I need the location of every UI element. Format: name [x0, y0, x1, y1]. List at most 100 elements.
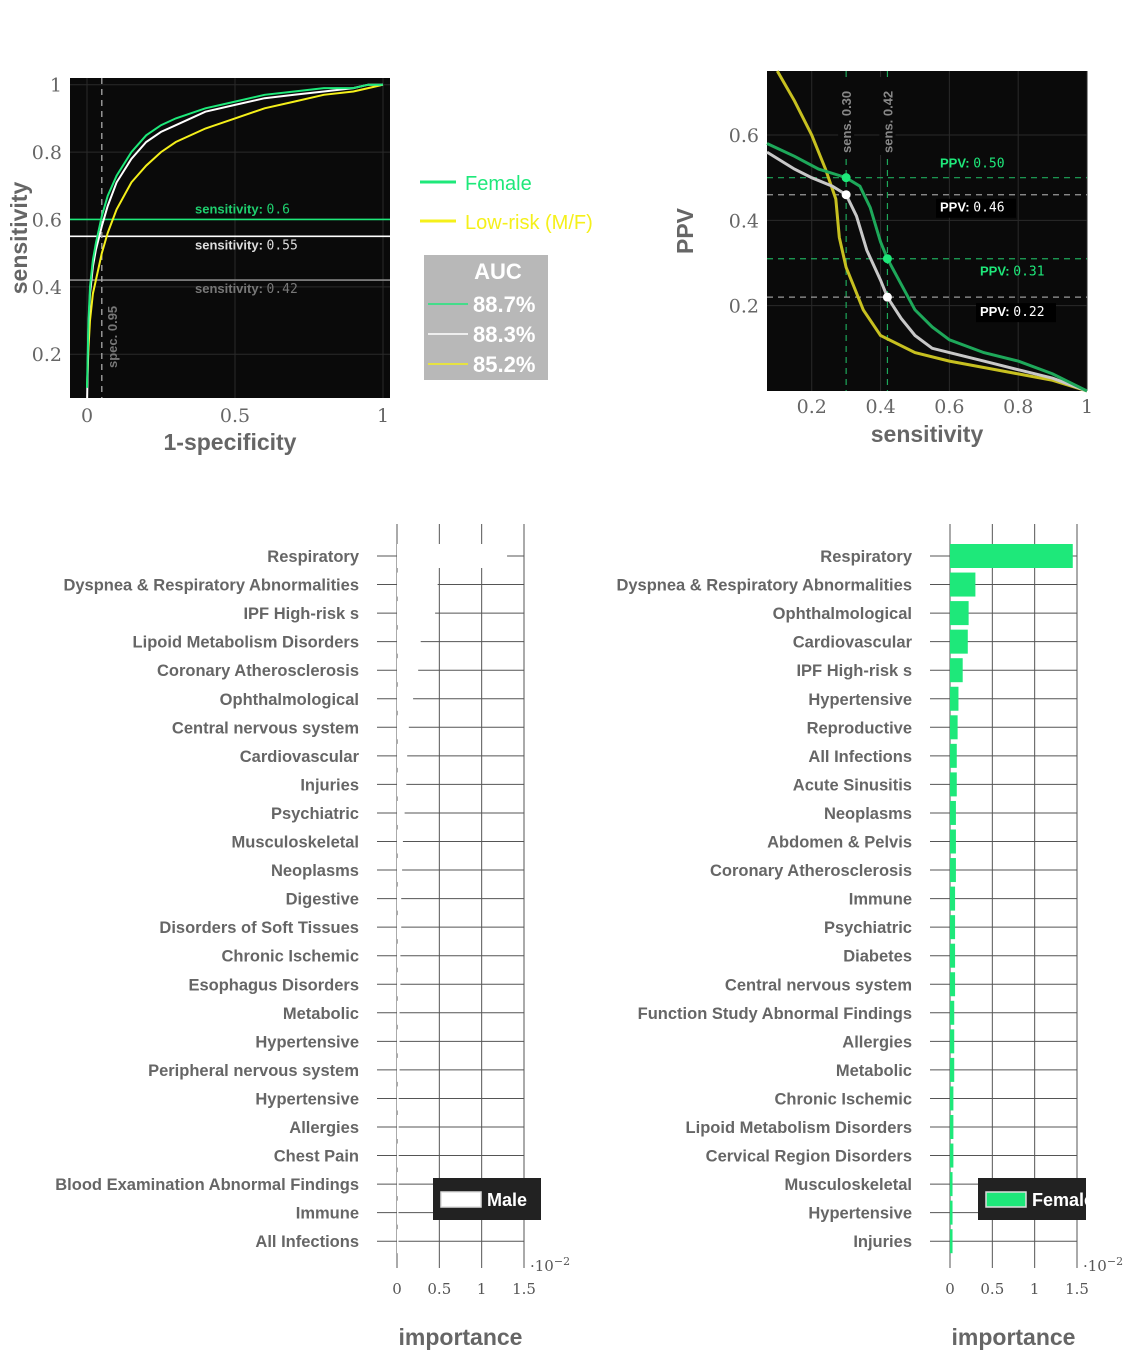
bar — [950, 1000, 955, 1025]
bar-legend-label: Male — [487, 1190, 527, 1210]
ppv-sens-label-bg — [838, 77, 855, 155]
female-importance-chart: 0 0.5 1 1.5 ·10−2 Respiratory Dyspnea & Respir… — [616, 524, 1123, 1350]
bar-category-label: Hypertensive — [808, 691, 912, 709]
ppv-marker — [882, 292, 892, 302]
ppv-y-tick-label: 0.4 — [729, 210, 759, 232]
bar-category-label: Immune — [296, 1205, 359, 1223]
bar-category-label: Coronary Atherosclerosis — [157, 662, 359, 680]
bar-category-label: Metabolic — [283, 1005, 359, 1023]
roc-y-axis-label: sensitivity — [6, 182, 32, 295]
bar-category-label: Digestive — [286, 891, 359, 909]
roc-x-tick-label: 1 — [377, 405, 389, 427]
bar-category-label: Neoplasms — [271, 862, 359, 880]
ppv-y-tick-label: 0.6 — [729, 125, 759, 147]
ppv-chart: 0.2 0.4 0.6 0.2 0.4 0.6 0.8 1 sens. 0.30 sens. 0.… — [672, 70, 1093, 447]
bar-category-label: Cardiovascular — [240, 748, 360, 766]
bar-category-label: Abdomen & Pelvis — [767, 834, 912, 852]
bar-category-label: Diabetes — [843, 948, 912, 966]
bar-category-label: Respiratory — [267, 548, 360, 566]
bar — [397, 715, 409, 740]
bar-category-label: Central nervous system — [725, 976, 912, 994]
ppv-label-text: PPV: — [980, 264, 1013, 279]
bar-category-label: Hypertensive — [255, 1090, 359, 1108]
roc-curve-low-risk-m-f- — [86, 83, 384, 388]
auc-title: AUC — [474, 259, 522, 284]
bar — [950, 915, 956, 940]
ppv-x-axis-label: sensitivity — [871, 421, 984, 447]
threshold-value: 0.6 — [267, 202, 290, 217]
ppv-plot-area — [767, 71, 1087, 391]
roc-y-tick-label: 0.8 — [32, 142, 62, 164]
ppv-x-tick-label: 1 — [1081, 396, 1093, 418]
scale-base: ·10 — [530, 1257, 554, 1275]
bar-category-label: Acute Sinusitis — [793, 776, 912, 794]
bar — [950, 658, 963, 683]
roc-y-tick-label: 0.2 — [32, 344, 62, 366]
bar-category-label: IPF High-risk s — [796, 662, 912, 680]
bar — [950, 1143, 954, 1168]
bar-category-label: Psychiatric — [824, 919, 912, 937]
roc-threshold-label: sensitivity: 0.6 — [195, 201, 290, 217]
bar — [950, 1115, 954, 1139]
auc-box: AUC 88.7% 88.3% 85.2% — [424, 255, 548, 380]
bar — [397, 544, 508, 568]
bar-category-label: Hypertensive — [808, 1205, 912, 1223]
ppv-marker — [882, 254, 892, 264]
bar — [397, 1200, 399, 1225]
bar-x-tick-label: 0 — [945, 1280, 955, 1298]
ppv-value: 0.50 — [973, 157, 1004, 172]
bar-scale-note: ·10−2 — [1083, 1255, 1123, 1275]
bar — [950, 743, 957, 768]
bar-category-label: Function Study Abnormal Findings — [638, 1005, 912, 1023]
bar-category-label: Ophthalmological — [773, 605, 912, 623]
threshold-value: 0.42 — [267, 282, 298, 297]
bar-x-tick-label: 1 — [477, 1280, 487, 1298]
bar — [397, 601, 436, 626]
bar-x-axis-label: importance — [399, 1324, 523, 1350]
bar — [950, 943, 956, 968]
roc-y-tick-label: 0.6 — [32, 209, 62, 231]
bar-category-label: Blood Examination Abnormal Findings — [55, 1176, 359, 1194]
scale-exponent: −2 — [554, 1255, 570, 1268]
ppv-sens-label: sens. 0.42 — [880, 91, 895, 153]
ppv-x-tick-label: 0.2 — [797, 396, 827, 418]
legend-label-lowrisk: Low-risk (M/F) — [465, 212, 593, 234]
bar-category-label: Immune — [849, 891, 912, 909]
ppv-marker — [841, 173, 851, 183]
bar-category-label: Musculoskeletal — [785, 1176, 912, 1194]
bar — [950, 1172, 953, 1197]
bar — [397, 943, 401, 968]
auc-box-bg — [424, 255, 548, 380]
bar — [397, 886, 402, 911]
roc-x-tick-label: 0 — [81, 405, 93, 427]
roc-y-tick-label: 1 — [50, 75, 62, 97]
bar — [397, 1115, 399, 1139]
bar-category-label: Reproductive — [807, 719, 912, 737]
bar-category-label: Disorders of Soft Tissues — [159, 919, 359, 937]
ppv-label-text: PPV: — [980, 304, 1013, 319]
ppv-value: 0.46 — [973, 201, 1004, 216]
bar — [397, 572, 438, 597]
bar-category-label: Allergies — [842, 1033, 912, 1051]
threshold-label-text: sensitivity: — [195, 281, 267, 296]
bar — [950, 800, 956, 825]
scale-base: ·10 — [1083, 1257, 1107, 1275]
bar — [950, 858, 956, 883]
bar — [950, 1086, 954, 1111]
bar-category-label: Cervical Region Disorders — [706, 1148, 912, 1166]
bar — [950, 1029, 955, 1054]
bar — [397, 800, 405, 825]
bar-x-tick-label: 0.5 — [427, 1280, 451, 1298]
roc-x-axis-label: 1-specificity — [164, 429, 297, 455]
bar-category-label: Hypertensive — [255, 1033, 359, 1051]
bar-x-tick-label: 1.5 — [512, 1280, 536, 1298]
ppv-label: PPV: 0.50 — [940, 156, 1005, 172]
bar-legend-swatch — [985, 1191, 1027, 1208]
ppv-curve-low-risk-m-f- — [775, 70, 1088, 393]
ppv-marker — [841, 190, 851, 200]
bar-category-label: Musculoskeletal — [232, 834, 359, 852]
bar — [950, 772, 957, 797]
auc-value: 85.2% — [473, 352, 535, 377]
bar — [397, 1000, 400, 1025]
